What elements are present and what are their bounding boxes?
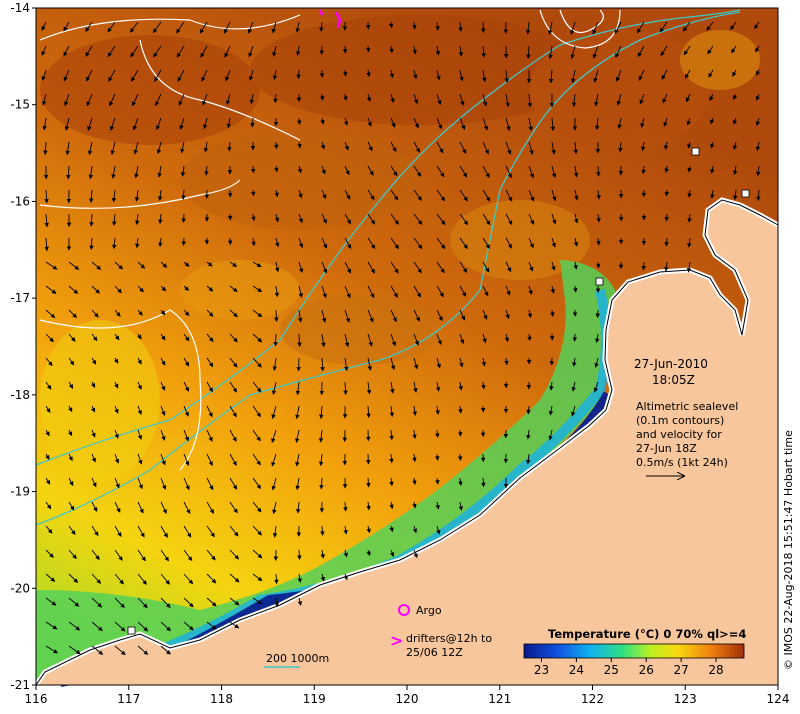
- velocity-arrow: [276, 574, 277, 583]
- lon-tick-label: 118: [210, 692, 233, 706]
- lat-tick-label: -19: [10, 485, 30, 499]
- colorbar: [524, 644, 744, 658]
- velocity-arrow: [322, 526, 323, 535]
- lon-tick-label: 123: [674, 692, 697, 706]
- velocity-arrow: [276, 310, 277, 321]
- lat-tick-label: -16: [10, 194, 30, 208]
- island-marker: [692, 148, 699, 155]
- colorbar-tick-label: 24: [569, 663, 584, 677]
- date-label: 27-Jun-2010: [634, 357, 708, 371]
- velocity-arrow: [666, 190, 667, 196]
- colorbar-tick-label: 26: [639, 663, 654, 677]
- velocity-arrow: [368, 46, 369, 52]
- plot-area: [36, 8, 778, 685]
- velocity-arrow: [666, 214, 667, 221]
- colorbar-tick-label: 27: [674, 663, 689, 677]
- velocity-arrow: [183, 214, 184, 222]
- velocity-arrow: [345, 70, 346, 76]
- island-marker: [596, 278, 603, 285]
- lat-tick-label: -18: [10, 388, 30, 402]
- velocity-arrow: [598, 166, 599, 176]
- island-marker: [742, 190, 749, 197]
- lat-tick-label: -15: [10, 98, 30, 112]
- velocity-arrow: [643, 262, 644, 270]
- lon-tick-label: 122: [581, 692, 604, 706]
- latitude-axis: -14 -15 -16 -17 -18 -19 -20 -21: [10, 1, 36, 692]
- altimetry-note-line: (0.1m contours): [636, 414, 724, 427]
- isobath-legend-label: 200 1000m: [266, 652, 329, 665]
- longitude-axis: 116 117 118 119 120 121 122 123 124: [25, 685, 790, 706]
- velocity-arrow: [460, 454, 461, 460]
- lon-tick-label: 121: [488, 692, 511, 706]
- lon-tick-label: 119: [303, 692, 326, 706]
- drifters-label-line1: drifters@12h to: [406, 632, 492, 645]
- lon-tick-label: 120: [396, 692, 419, 706]
- island-marker: [128, 627, 135, 634]
- lat-tick-label: -17: [10, 291, 30, 305]
- drifter-symbol: >: [390, 631, 403, 650]
- credit-text: © IMOS 22-Aug-2018 15:51:47 Hobart time: [782, 430, 795, 670]
- velocity-arrow: [598, 262, 599, 268]
- lon-tick-label: 124: [767, 692, 790, 706]
- velocity-arrow: [391, 22, 392, 27]
- colorbar-tick-label: 23: [534, 663, 549, 677]
- lat-tick-label: -14: [10, 1, 30, 15]
- altimetry-note-line: 27-Jun 18Z: [636, 442, 697, 455]
- argo-label: Argo: [416, 604, 442, 617]
- velocity-arrow: [276, 142, 277, 148]
- velocity-arrow: [666, 238, 667, 246]
- colorbar-tick-label: 28: [708, 663, 723, 677]
- lon-tick-label: 116: [25, 692, 48, 706]
- altimetry-note-line: Altimetric sealevel: [636, 400, 738, 413]
- velocity-arrow: [275, 334, 276, 346]
- drifters-label-line2: 25/06 12Z: [406, 646, 463, 659]
- lat-tick-label: -21: [10, 678, 30, 692]
- colorbar-tick-label: 25: [604, 663, 619, 677]
- lon-tick-label: 117: [117, 692, 140, 706]
- velocity-arrow: [345, 502, 346, 511]
- time-label: 18:05Z: [652, 373, 695, 387]
- colorbar-title: Temperature (°C) 0 70% ql>=4: [548, 627, 746, 641]
- velocity-arrow: [183, 238, 184, 245]
- lat-tick-label: -20: [10, 581, 30, 595]
- altimetry-note-line: 0.5m/s (1kt 24h): [636, 456, 728, 469]
- altimetry-note-line: and velocity for: [636, 428, 722, 441]
- velocity-arrow: [322, 94, 323, 100]
- velocity-arrow: [299, 118, 300, 124]
- velocity-arrow: [483, 478, 484, 486]
